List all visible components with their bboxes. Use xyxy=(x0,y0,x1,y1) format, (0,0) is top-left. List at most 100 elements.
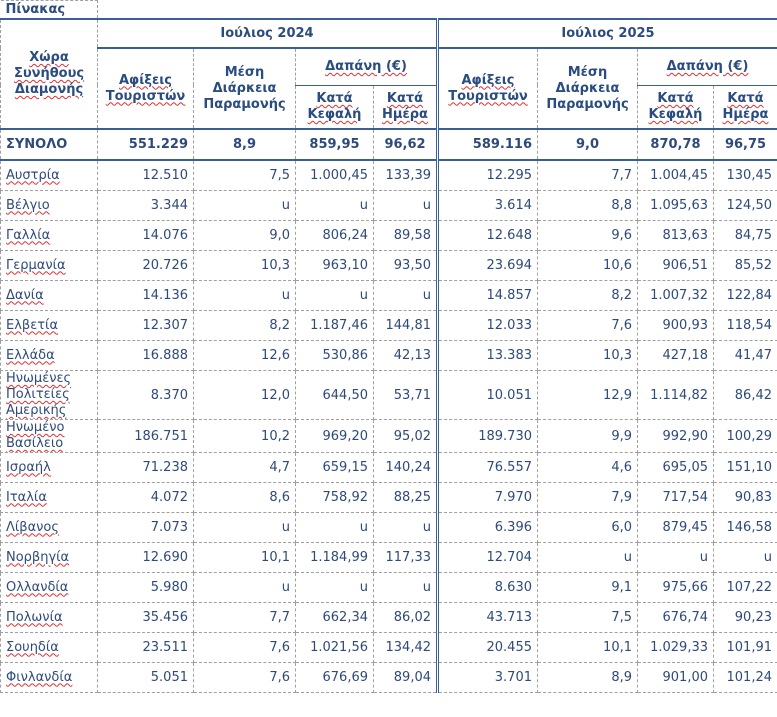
duration-2024-cell: u xyxy=(193,572,296,603)
spend-per-day-2024-cell: u xyxy=(373,512,439,543)
duration-2025-cell: 6,0 xyxy=(537,512,638,543)
spend-per-head-2024-cell: 758,92 xyxy=(295,482,374,513)
duration-2025-cell: 8,9 xyxy=(537,662,638,693)
duration-2025-cell: 12,9 xyxy=(537,370,638,420)
table-row: Ηνωμένο Βασίλειο 186.751 10,2 969,20 95,02 18… xyxy=(0,419,777,453)
spend-per-head-2024-cell: 1.184,99 xyxy=(295,542,374,573)
arrivals-2025-cell: 10.051 xyxy=(437,370,538,420)
arrivals-2024-cell: 14.136 xyxy=(97,280,194,311)
spend-per-day-2025-cell: 118,54 xyxy=(713,310,777,341)
spend-per-day-2024-cell: 93,50 xyxy=(373,250,439,281)
arrivals-2024-cell: 7.073 xyxy=(97,512,194,543)
spend-per-head-2025-cell: 870,78 xyxy=(637,128,714,161)
arrivals-2024-cell: 5.051 xyxy=(97,662,194,693)
table-row: Ολλανδία 5.980 u u u 8.630 9,1 975,66 107,22 xyxy=(0,572,777,603)
arrivals-2025-cell: 14.857 xyxy=(437,280,538,311)
duration-2024-cell: u xyxy=(193,190,296,221)
arrivals-2025-cell: 189.730 xyxy=(437,419,538,453)
spend-per-day-2025-cell: 86,42 xyxy=(713,370,777,420)
table-row: Πολωνία 35.456 7,7 662,34 86,02 43.713 7,5 676,… xyxy=(0,602,777,633)
table-row: Λίβανος 7.073 u u u 6.396 6,0 879,45 146,58 xyxy=(0,512,777,543)
duration-2024-cell: 8,6 xyxy=(193,482,296,513)
table-row: Βέλγιο 3.344 u u u 3.614 8,8 1.095,63 124,50 xyxy=(0,190,777,221)
spend-per-head-2024-cell: 806,24 xyxy=(295,220,374,251)
arrivals-2025-cell: 3.701 xyxy=(437,662,538,693)
duration-header: Μέση Διάρκεια Παραμονής xyxy=(193,47,296,130)
spend-per-head-2024-cell: u xyxy=(295,512,374,543)
country-name: Νορβηγία xyxy=(0,542,98,573)
spend-per-day-2025-cell: 41,47 xyxy=(713,340,777,371)
duration-2024-cell: 8,2 xyxy=(193,310,296,341)
spend-per-day-2024-cell: 89,58 xyxy=(373,220,439,251)
spend-per-day-2024-cell: u xyxy=(373,572,439,603)
spend-per-head-2025-cell: 906,51 xyxy=(637,250,714,281)
spend-per-head-2025-cell: u xyxy=(637,542,714,573)
arrivals-2025-cell: 12.295 xyxy=(437,159,538,191)
duration-2025-cell: 10,3 xyxy=(537,340,638,371)
country-name: Γερμανία xyxy=(0,250,98,281)
country-name: Βέλγιο xyxy=(0,190,98,221)
per-day-header: Κατά Ημέρα xyxy=(722,90,769,122)
spend-per-day-2024-cell: 88,25 xyxy=(373,482,439,513)
arrivals-header: Αφίξεις Τουριστών xyxy=(448,72,528,104)
table-row: Ελβετία 12.307 8,2 1.187,46 144,81 12.033 7,6 9… xyxy=(0,310,777,341)
arrivals-2025-cell: 12.033 xyxy=(437,310,538,341)
duration-2025-cell: 8,8 xyxy=(537,190,638,221)
duration-2024-cell: 7,7 xyxy=(193,602,296,633)
spend-per-day-2024-cell: u xyxy=(373,190,439,221)
country-name: Πολωνία xyxy=(0,602,98,633)
per-head-header: Κατά Κεφαλή xyxy=(648,90,703,122)
arrivals-2025-cell: 76.557 xyxy=(437,452,538,483)
table-row: Αυστρία 12.510 7,5 1.000,45 133,39 12.295 7,7 1… xyxy=(0,159,777,191)
spend-per-head-2025-cell: 813,63 xyxy=(637,220,714,251)
spend-per-day-2025-cell: 146,58 xyxy=(713,512,777,543)
spend-per-head-2025-cell: 1.029,33 xyxy=(637,632,714,663)
arrivals-2024-cell: 551.229 xyxy=(97,128,194,161)
arrivals-2025-cell: 13.383 xyxy=(437,340,538,371)
duration-2024-cell: 7,6 xyxy=(193,632,296,663)
spend-per-head-2025-cell: 992,90 xyxy=(637,419,714,453)
table-row: Ισραήλ 71.238 4,7 659,15 140,24 76.557 4,6 695,… xyxy=(0,452,777,483)
spend-per-day-2025-cell: 101,24 xyxy=(713,662,777,693)
spend-per-day-2024-cell: 144,81 xyxy=(373,310,439,341)
duration-2024-cell: 7,5 xyxy=(193,159,296,191)
spend-per-head-2024-cell: u xyxy=(295,572,374,603)
period-2024-header: Ιούλιος 2024 xyxy=(97,18,439,49)
country-name: ΣΥΝΟΛΟ xyxy=(0,128,98,161)
period-2025-header: Ιούλιος 2025 xyxy=(437,18,777,49)
duration-2025-cell: 7,6 xyxy=(537,310,638,341)
country-name: Ηνωμένο Βασίλειο xyxy=(0,419,98,453)
duration-2025-cell: 10,6 xyxy=(537,250,638,281)
duration-2025-cell: u xyxy=(537,542,638,573)
spend-per-day-2025-cell: 84,75 xyxy=(713,220,777,251)
duration-2024-cell: 8,9 xyxy=(193,128,296,161)
spend-per-day-2024-cell: 96,62 xyxy=(373,128,439,161)
arrivals-2024-cell: 71.238 xyxy=(97,452,194,483)
duration-2024-cell: 10,1 xyxy=(193,542,296,573)
arrivals-2024-cell: 20.726 xyxy=(97,250,194,281)
spend-per-head-2025-cell: 1.004,45 xyxy=(637,159,714,191)
duration-2024-cell: 10,3 xyxy=(193,250,296,281)
per-head-header: Κατά Κεφαλή xyxy=(307,90,362,122)
arrivals-2024-cell: 186.751 xyxy=(97,419,194,453)
spend-per-day-2024-cell: 133,39 xyxy=(373,159,439,191)
spend-per-head-2025-cell: 975,66 xyxy=(637,572,714,603)
spend-per-head-2024-cell: 859,95 xyxy=(295,128,374,161)
spend-per-head-2025-cell: 695,05 xyxy=(637,452,714,483)
table-row: Σουηδία 23.511 7,6 1.021,56 134,42 20.455 10,1… xyxy=(0,632,777,663)
spend-per-day-2024-cell: 86,02 xyxy=(373,602,439,633)
arrivals-2025-cell: 20.455 xyxy=(437,632,538,663)
arrivals-2025-cell: 12.704 xyxy=(437,542,538,573)
spend-per-day-2024-cell: 42,13 xyxy=(373,340,439,371)
arrivals-2024-cell: 12.307 xyxy=(97,310,194,341)
spend-per-head-2024-cell: 662,34 xyxy=(295,602,374,633)
arrivals-2025-cell: 589.116 xyxy=(437,128,538,161)
spend-per-head-2024-cell: 1.000,45 xyxy=(295,159,374,191)
country-name: Γαλλία xyxy=(0,220,98,251)
duration-2025-cell: 4,6 xyxy=(537,452,638,483)
duration-2024-cell: 9,0 xyxy=(193,220,296,251)
per-day-header: Κατά Ημέρα xyxy=(382,90,428,122)
duration-2025-cell: 9,1 xyxy=(537,572,638,603)
duration-2025-cell: 9,9 xyxy=(537,419,638,453)
arrivals-2025-cell: 3.614 xyxy=(437,190,538,221)
